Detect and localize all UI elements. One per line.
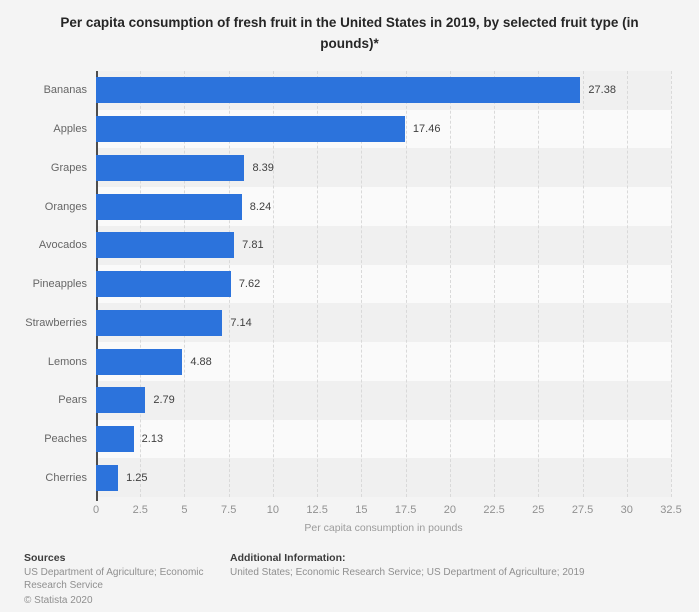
bar: [96, 193, 242, 220]
bar-value-label: 4.88: [190, 355, 212, 368]
sources-text: US Department of Agriculture; Economic R…: [24, 567, 204, 591]
chart-row: Pears 2.79: [0, 381, 671, 420]
x-axis-ticks: 0 2.5 5 7.5 10 12.5 15 17.5 20 22.5 25 27.5 30 32.5: [92, 497, 682, 519]
bar: [96, 154, 245, 181]
chart-row: Cherries 1.25: [0, 458, 671, 497]
footer-additional-column: Additional Information: United States; E…: [230, 551, 679, 607]
x-axis-tick-label: 27.5: [571, 504, 594, 516]
chart-row: Bananas 27.38: [0, 71, 671, 110]
gridline: [405, 71, 407, 497]
x-axis-tick-label: 0: [92, 504, 100, 516]
category-label: Avocados: [38, 239, 87, 252]
bar-area: 27.38: [96, 71, 671, 110]
chart-rows: Bananas 27.38 Apples 17.46 Grapes 8.39 Oranges…: [0, 71, 671, 497]
gridline: [317, 71, 319, 497]
footer: Sources US Department of Agriculture; Ec…: [0, 551, 699, 607]
gridline: [449, 71, 451, 497]
chart-row: Grapes 8.39: [0, 148, 671, 187]
bar-value-label: 8.24: [249, 200, 272, 213]
gridline: [671, 71, 672, 497]
bar: [96, 348, 183, 375]
category-label: Peaches: [44, 432, 87, 445]
category-label: Bananas: [43, 84, 87, 97]
gridline: [361, 71, 363, 497]
bar-area: 2.79: [96, 381, 671, 420]
chart-row: Strawberries 7.14: [0, 303, 671, 342]
bar-value-label: 2.13: [141, 432, 164, 445]
additional-information-heading: Additional Information:: [230, 552, 346, 564]
chart-row: Lemons 4.88: [0, 342, 671, 381]
bar-area: 8.24: [96, 187, 671, 226]
bar: [96, 271, 231, 298]
statista-copyright: © Statista 2020: [24, 595, 93, 606]
chart-title: Per capita consumption of fresh fruit in…: [60, 15, 639, 51]
x-axis-tick-label: 10: [266, 504, 280, 516]
bar-value-label: 7.81: [242, 239, 264, 252]
chart-row: Avocados 7.81: [0, 226, 671, 265]
x-axis-tick-label: 12.5: [306, 504, 328, 516]
row-stripe: [96, 380, 671, 420]
bar-area: 1.25: [96, 458, 671, 497]
row-stripe: [96, 342, 671, 381]
bar-area: 8.39: [96, 148, 671, 187]
footer-sources-column: Sources US Department of Agriculture; Ec…: [24, 551, 216, 607]
bar-value-label: 8.39: [252, 161, 274, 174]
bar-value-label: 2.79: [153, 394, 175, 407]
gridline: [538, 71, 540, 497]
x-axis-tick-label: 17.5: [394, 504, 417, 516]
chart-row: Pineapples 7.62: [0, 265, 671, 304]
x-axis-tick-label: 5: [181, 504, 188, 516]
chart-row: Oranges 8.24: [0, 187, 671, 226]
category-label: Pineapples: [32, 278, 87, 291]
row-stripe: [96, 458, 671, 498]
category-label: Cherries: [45, 471, 87, 484]
row-stripe: [96, 419, 671, 459]
bar: [96, 77, 581, 104]
bar: [96, 232, 235, 259]
bar-area: 17.46: [96, 110, 671, 149]
category-label: Apples: [53, 123, 87, 136]
x-axis-tick-label: 15: [355, 504, 368, 516]
x-axis-tick-label: 2.5: [132, 504, 148, 516]
bar-area: 4.88: [96, 342, 671, 381]
x-axis-tick-label: 7.5: [221, 504, 237, 516]
category-label: Grapes: [50, 161, 87, 174]
gridline: [626, 71, 628, 497]
bar-value-label: 7.14: [230, 316, 252, 329]
chart-row: Peaches 2.13: [0, 420, 671, 459]
bar-value-label: 7.62: [238, 278, 261, 291]
bar-area: 7.14: [96, 303, 671, 342]
x-axis-tick-label: 20: [443, 504, 456, 516]
category-label: Lemons: [47, 355, 87, 368]
x-axis-tick-label: 32.5: [660, 504, 682, 516]
additional-information-text: United States; Economic Research Service…: [230, 567, 585, 578]
bar-value-label: 27.38: [588, 84, 616, 97]
sources-heading: Sources: [24, 552, 66, 564]
x-axis-tick-label: 30: [620, 504, 633, 516]
bar: [96, 309, 223, 336]
x-axis-label: Per capita consumption in pounds: [304, 522, 463, 534]
category-label: Strawberries: [25, 316, 87, 329]
bar-area: 7.62: [96, 265, 671, 304]
gridline: [272, 71, 274, 497]
bar: [96, 387, 146, 414]
bar: [96, 464, 119, 491]
bar-area: 7.81: [96, 226, 671, 265]
bar: [96, 425, 134, 452]
category-label: Oranges: [44, 200, 87, 213]
chart-row: Apples 17.46: [0, 110, 671, 149]
gridline: [494, 71, 496, 497]
bar-value-label: 17.46: [412, 123, 441, 136]
category-label: Pears: [58, 394, 87, 407]
x-axis-tick-label: 25: [532, 504, 545, 516]
bar: [96, 116, 405, 143]
gridline: [582, 71, 584, 497]
plot-area: Bananas 27.38 Apples 17.46 Grapes 8.39 Oranges…: [0, 71, 699, 501]
bar-value-label: 1.25: [126, 471, 148, 484]
bar-area: 2.13: [96, 420, 671, 459]
x-axis-tick-label: 22.5: [483, 504, 505, 516]
